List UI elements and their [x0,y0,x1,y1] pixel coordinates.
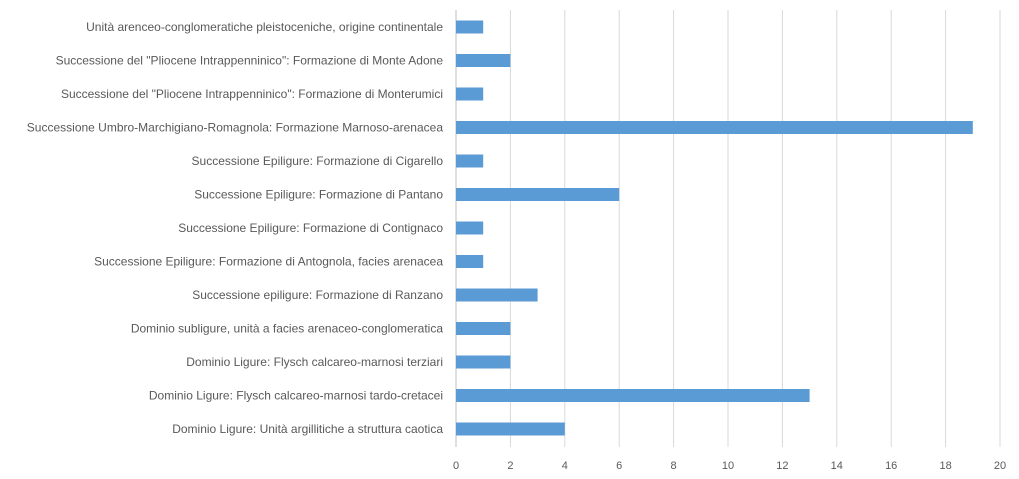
x-axis-tick-labels: 0 2 4 6 8 10 12 14 16 18 20 [453,460,1006,472]
category-label: Dominio Ligure: Flysch calcareo-marnosi … [149,389,443,403]
x-tick-label: 18 [939,460,951,472]
bar [456,87,484,101]
x-tick-label: 4 [562,460,568,472]
bar [456,322,511,335]
category-label: Successione epiligure: Formazione di Ran… [192,288,443,302]
bar [456,389,810,402]
bar [456,255,484,268]
x-tick-label: 16 [885,460,897,472]
x-tick-label: 10 [722,460,734,472]
category-label: Successione Epiligure: Formazione di Ant… [94,255,443,269]
bar [456,154,484,168]
category-label: Successione del "Pliocene Intrappenninic… [56,54,444,68]
category-label: Successione Epiligure: Formazione di Pan… [194,188,443,202]
bar [456,20,484,34]
category-label: Dominio Ligure: Flysch calcareo-marnosi … [186,355,443,369]
x-tick-label: 6 [616,460,622,472]
bars [456,20,973,436]
category-label: Successione del "Pliocene Intrappenninic… [61,87,443,101]
bar [456,288,538,302]
category-label: Successione Epiligure: Formazione di Cig… [192,154,444,168]
category-labels: Unità arenceo-conglomeratiche pleistocen… [27,20,444,436]
category-label: Successione Umbro-Marchigiano-Romagnola:… [27,121,444,135]
category-label: Dominio subligure, unità a facies arenac… [131,322,443,336]
bar [456,355,511,369]
gridlines [455,10,1001,447]
x-tick-label: 20 [994,460,1006,472]
category-label: Unità arenceo-conglomeratiche pleistocen… [86,20,443,34]
bar [456,221,484,235]
bar [456,121,973,134]
bar [456,188,620,201]
bar [456,54,511,67]
x-tick-label: 8 [671,460,677,472]
category-label: Dominio Ligure: Unità argillitiche a str… [172,422,443,436]
category-label: Successione Epiligure: Formazione di Con… [178,221,443,235]
x-tick-label: 2 [507,460,513,472]
x-tick-label: 12 [776,460,788,472]
x-tick-label: 14 [831,460,843,472]
x-tick-label: 0 [453,460,459,472]
bar [456,422,565,436]
